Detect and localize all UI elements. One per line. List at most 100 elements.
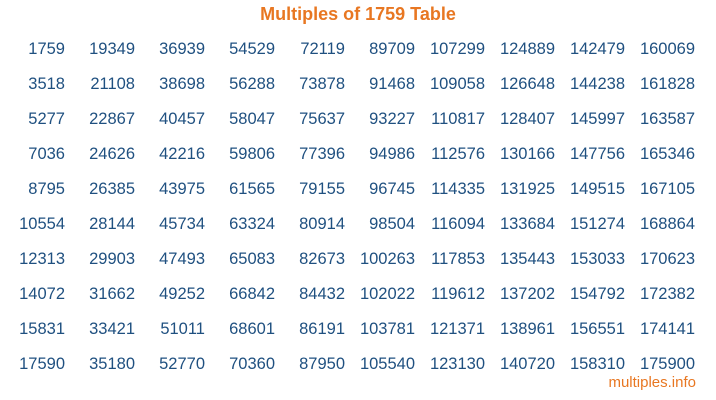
table-cell: 66842 [229, 285, 275, 303]
table-cell: 96745 [369, 180, 415, 198]
table-cell: 28144 [89, 215, 135, 233]
table-cell: 49252 [159, 285, 205, 303]
table-cell: 112576 [431, 145, 485, 163]
table-cell: 142479 [569, 40, 625, 58]
table-cell: 8795 [28, 180, 65, 198]
table-cell: 54529 [229, 40, 275, 58]
table-cell: 137202 [499, 285, 555, 303]
table-row: 14072 31662 49252 66842 84432 102022 119612 137… [0, 277, 695, 312]
table-row: 8795 26385 43975 61565 79155 96745 114335 13192… [0, 172, 695, 207]
table-row: 7036 24626 42216 59806 77396 94986 112576 13016… [0, 137, 695, 172]
table-cell: 61565 [229, 180, 275, 198]
table-cell: 80914 [299, 215, 345, 233]
table-cell: 89709 [369, 40, 415, 58]
table-cell: 33421 [89, 320, 135, 338]
table-cell: 94986 [369, 145, 415, 163]
table-cell: 128407 [499, 110, 555, 128]
table-cell: 149515 [569, 180, 625, 198]
table-cell: 123130 [429, 355, 485, 373]
table-cell: 135443 [499, 250, 555, 268]
table-cell: 144238 [569, 75, 625, 93]
table-cell: 163587 [639, 110, 695, 128]
table-cell: 133684 [499, 215, 555, 233]
table-cell: 7036 [28, 145, 65, 163]
table-cell: 168864 [639, 215, 695, 233]
table-cell: 140720 [499, 355, 555, 373]
table-cell: 73878 [299, 75, 345, 93]
table-cell: 45734 [159, 215, 205, 233]
table-cell: 126648 [499, 75, 555, 93]
table-cell: 10554 [19, 215, 65, 233]
table-cell: 175900 [639, 355, 695, 373]
table-cell: 165346 [639, 145, 695, 163]
table-cell: 160069 [639, 40, 695, 58]
table-cell: 59806 [229, 145, 275, 163]
table-row: 17590 35180 52770 70360 87950 105540 123130 140… [0, 347, 695, 382]
table-cell: 15831 [19, 320, 65, 338]
table-cell: 47493 [159, 250, 205, 268]
table-cell: 153033 [569, 250, 625, 268]
table-cell: 38698 [159, 75, 205, 93]
site-link[interactable]: multiples.info [608, 374, 696, 391]
table-cell: 103781 [359, 320, 415, 338]
table-cell: 116094 [431, 215, 485, 233]
table-cell: 130166 [499, 145, 555, 163]
table-cell: 174141 [639, 320, 695, 338]
table-cell: 63324 [229, 215, 275, 233]
table-row: 10554 28144 45734 63324 80914 98504 116094 1336… [0, 207, 695, 242]
table-cell: 105540 [359, 355, 415, 373]
table-cell: 147756 [569, 145, 625, 163]
table-row: 3518 21108 38698 56288 73878 91468 109058 12664… [0, 67, 695, 102]
table-cell: 100263 [359, 250, 415, 268]
multiples-table: 1759 19349 36939 54529 72119 89709 107299 12488… [0, 32, 695, 382]
table-cell: 43975 [159, 180, 205, 198]
table-row: 15831 33421 51011 68601 86191 103781 121371 138… [0, 312, 695, 347]
table-cell: 24626 [89, 145, 135, 163]
table-cell: 114335 [431, 180, 485, 198]
table-cell: 5277 [28, 110, 65, 128]
table-cell: 75637 [299, 110, 345, 128]
table-row: 1759 19349 36939 54529 72119 89709 107299 12488… [0, 32, 695, 67]
table-cell: 17590 [19, 355, 65, 373]
table-cell: 21108 [90, 75, 135, 93]
table-cell: 109058 [429, 75, 485, 93]
table-cell: 117853 [431, 250, 485, 268]
table-cell: 14072 [19, 285, 65, 303]
table-cell: 145997 [569, 110, 625, 128]
table-cell: 70360 [229, 355, 275, 373]
table-cell: 98504 [369, 215, 415, 233]
table-row: 12313 29903 47493 65083 82673 100263 117853 135… [0, 242, 695, 277]
table-cell: 58047 [229, 110, 275, 128]
table-cell: 138961 [499, 320, 555, 338]
table-cell: 82673 [299, 250, 345, 268]
table-cell: 42216 [159, 145, 205, 163]
table-cell: 79155 [299, 180, 345, 198]
page-title: Multiples of 1759 Table [260, 4, 456, 24]
table-cell: 121371 [429, 320, 485, 338]
table-cell: 22867 [89, 110, 135, 128]
table-cell: 35180 [89, 355, 135, 373]
table-cell: 65083 [229, 250, 275, 268]
table-cell: 51011 [160, 320, 205, 338]
table-cell: 93227 [369, 110, 415, 128]
table-cell: 87950 [299, 355, 345, 373]
table-cell: 3518 [28, 75, 65, 93]
table-cell: 124889 [499, 40, 555, 58]
table-cell: 110817 [431, 110, 485, 128]
table-cell: 36939 [159, 40, 205, 58]
table-cell: 29903 [89, 250, 135, 268]
table-cell: 151274 [569, 215, 625, 233]
table-cell: 19349 [89, 40, 135, 58]
table-cell: 158310 [569, 355, 625, 373]
table-cell: 91468 [369, 75, 415, 93]
table-cell: 40457 [159, 110, 205, 128]
table-cell: 56288 [229, 75, 275, 93]
table-cell: 68601 [229, 320, 275, 338]
table-cell: 31662 [89, 285, 135, 303]
table-cell: 156551 [569, 320, 625, 338]
table-cell: 86191 [299, 320, 345, 338]
table-cell: 161828 [639, 75, 695, 93]
table-cell: 154792 [569, 285, 625, 303]
table-cell: 107299 [429, 40, 485, 58]
table-cell: 12313 [19, 250, 65, 268]
